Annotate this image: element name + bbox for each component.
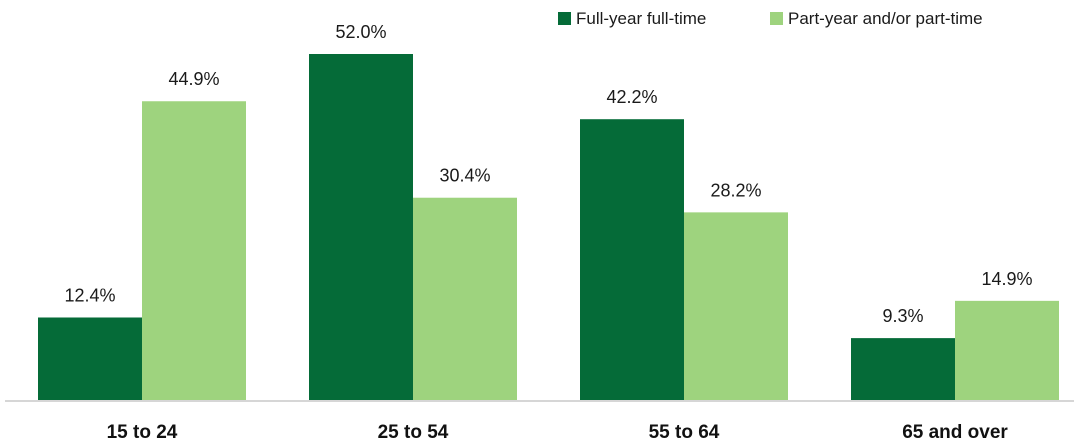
- value-label-full-year-full-time-15-to-24: 12.4%: [64, 285, 115, 305]
- category-label-25-to-54: 25 to 54: [378, 422, 449, 443]
- category-label-55-to-64: 55 to 64: [649, 422, 720, 443]
- value-label-full-year-full-time-65-and-over: 9.3%: [882, 306, 923, 326]
- value-label-part-year-and-or-part-time-25-to-54: 30.4%: [439, 166, 490, 186]
- value-label-full-year-full-time-25-to-54: 52.0%: [335, 22, 386, 42]
- value-label-part-year-and-or-part-time-55-to-64: 28.2%: [710, 180, 761, 200]
- legend-label-part-year-part-time: Part-year and/or part-time: [788, 9, 983, 28]
- value-label-full-year-full-time-55-to-64: 42.2%: [606, 87, 657, 107]
- value-label-part-year-and-or-part-time-65-and-over: 14.9%: [981, 269, 1032, 289]
- legend-label-full-year-full-time: Full-year full-time: [576, 9, 706, 28]
- bar-full-year-full-time-65-and-over: [851, 338, 955, 400]
- legend: Full-year full-time Part-year and/or par…: [558, 9, 983, 28]
- value-labels-group: 12.4% 44.9% 52.0% 30.4% 42.2% 28.2% 9.3% 14.9%: [64, 22, 1032, 326]
- bar-part-year-and-or-part-time-55-to-64: [684, 212, 788, 400]
- category-label-65-and-over: 65 and over: [902, 422, 1008, 443]
- bar-full-year-full-time-15-to-24: [38, 317, 142, 400]
- legend-swatch-part-year-part-time: [770, 12, 783, 25]
- bar-part-year-and-or-part-time-65-and-over: [955, 300, 1059, 400]
- legend-swatch-full-year-full-time: [558, 12, 571, 25]
- category-label-15-to-24: 15 to 24: [107, 422, 178, 443]
- bars-group: [38, 54, 1059, 400]
- bar-part-year-and-or-part-time-25-to-54: [413, 197, 517, 400]
- bar-full-year-full-time-25-to-54: [309, 54, 413, 400]
- bar-part-year-and-or-part-time-15-to-24: [142, 101, 246, 400]
- value-label-part-year-and-or-part-time-15-to-24: 44.9%: [168, 69, 219, 89]
- bar-full-year-full-time-55-to-64: [580, 119, 684, 400]
- category-labels-group: 15 to 24 25 to 54 55 to 64 65 and over: [107, 422, 1009, 443]
